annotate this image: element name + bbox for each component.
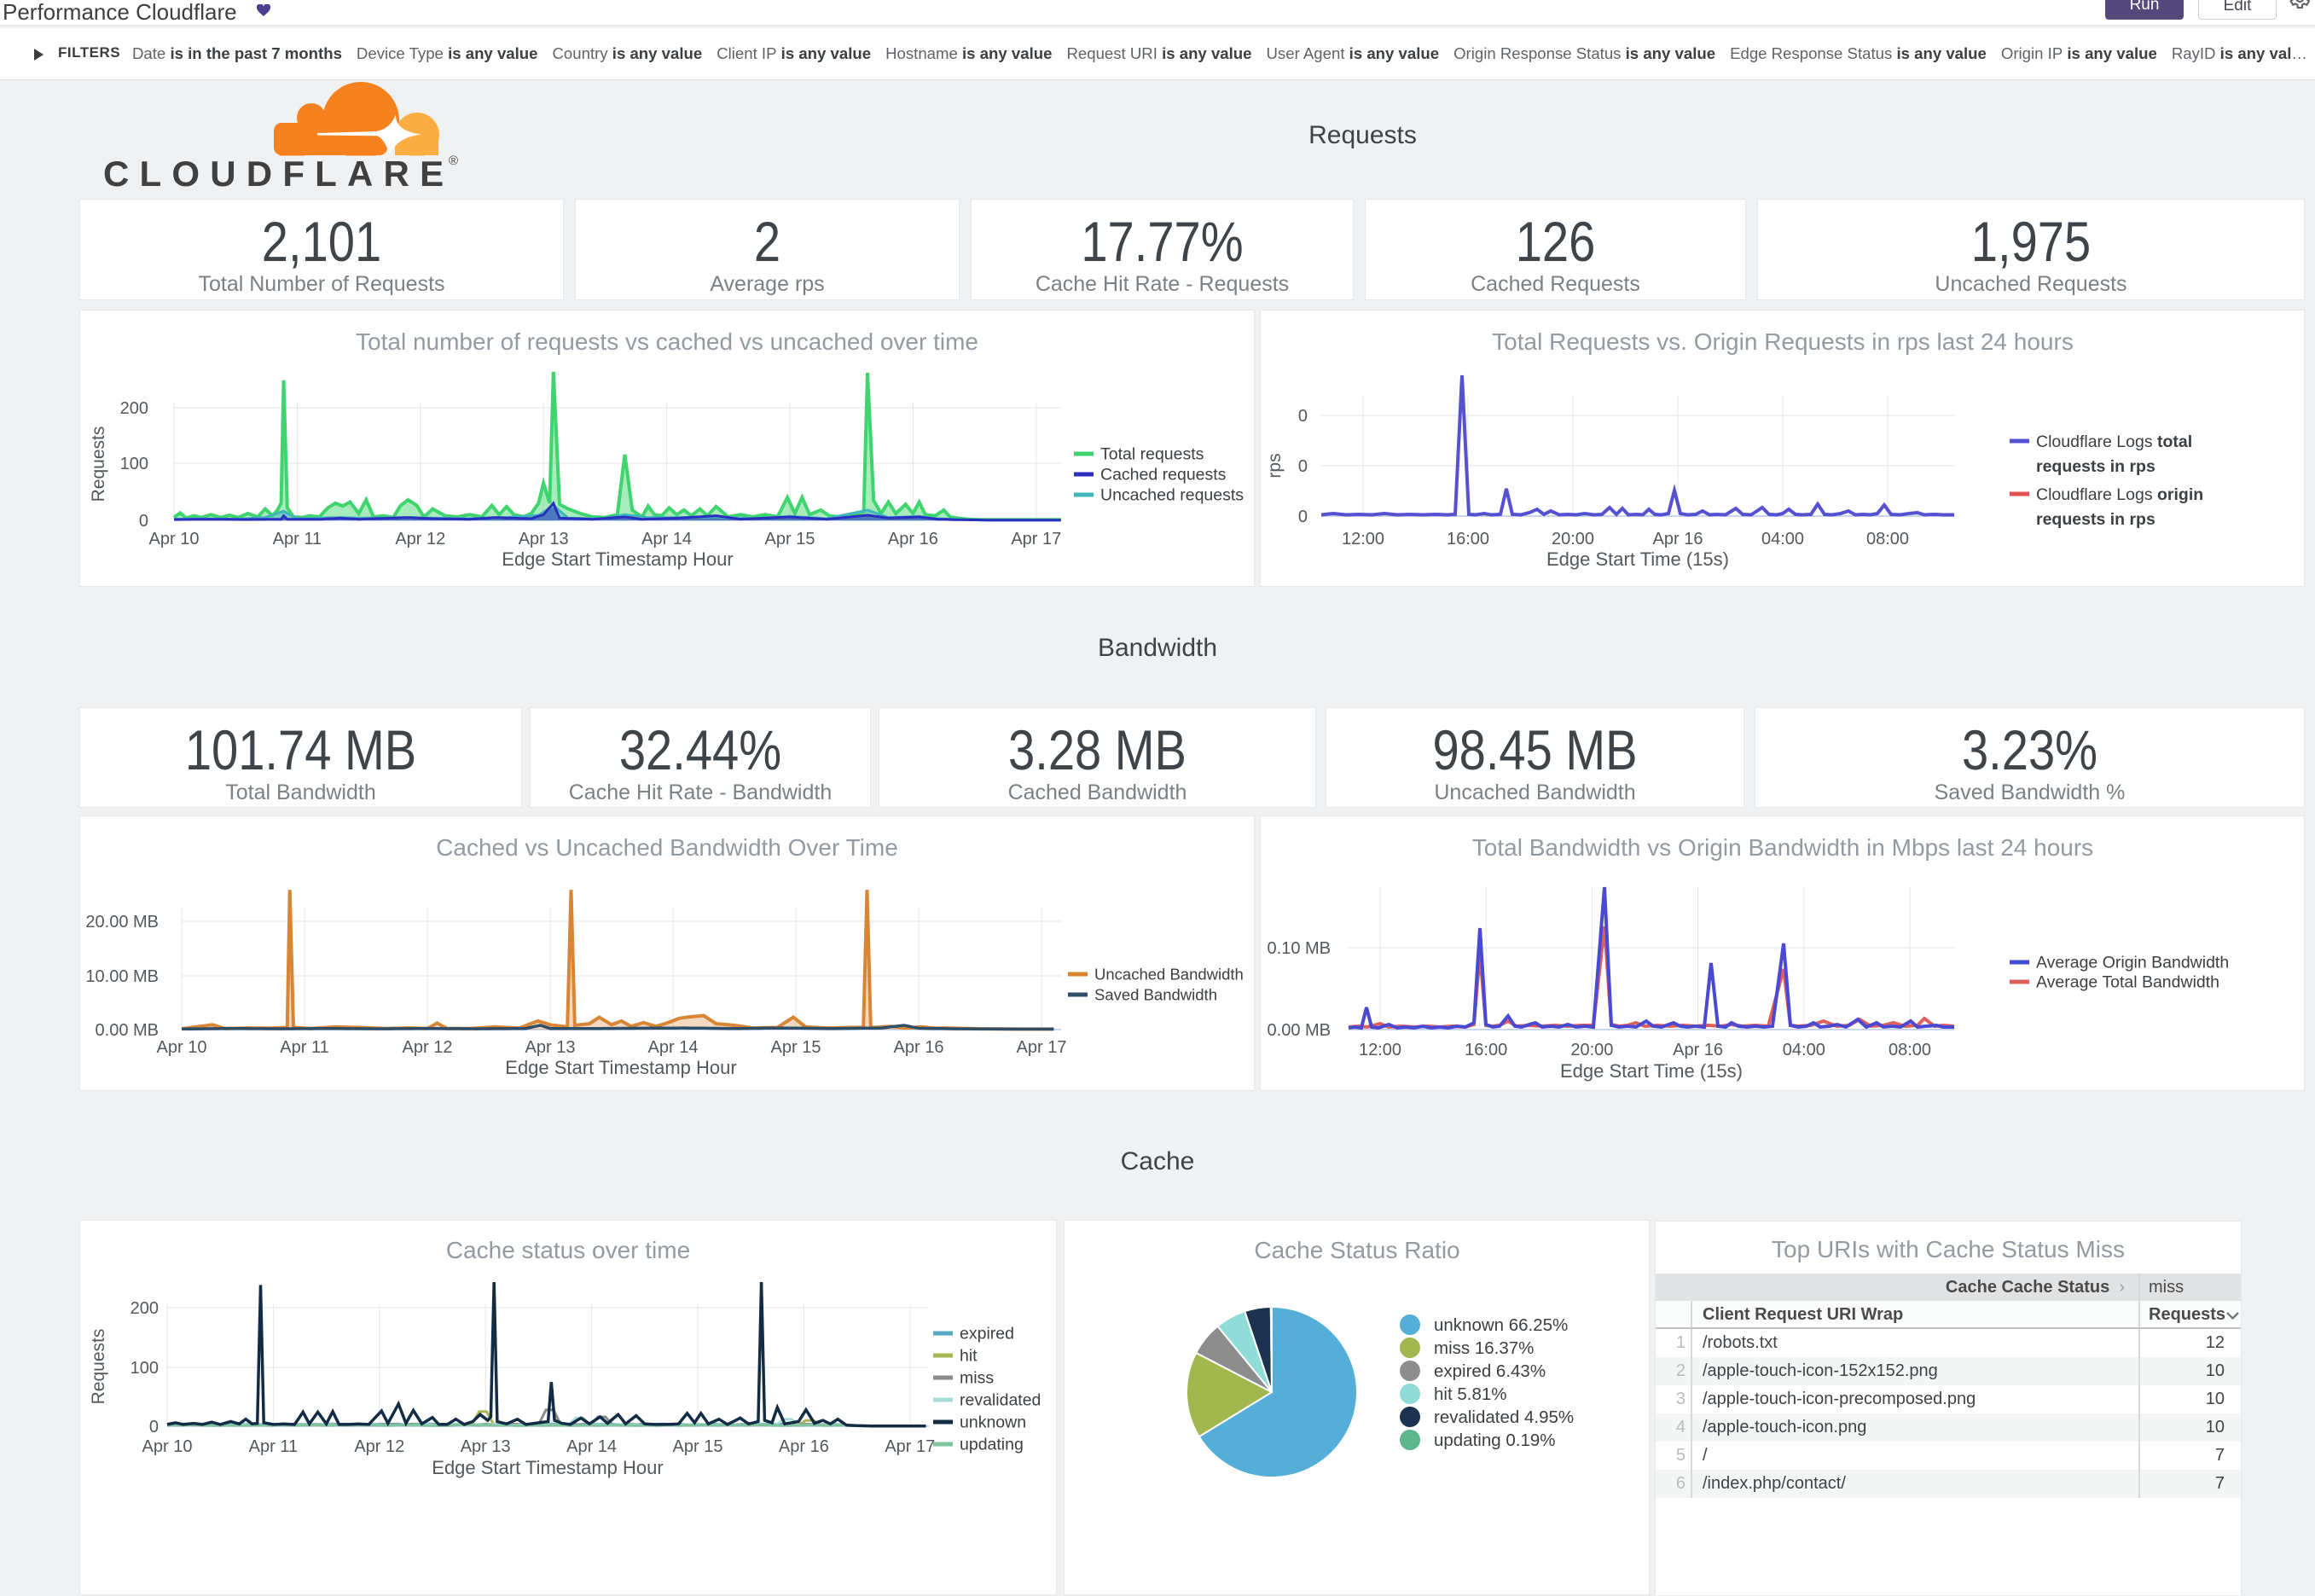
svg-text:unknown: unknown: [960, 1413, 1026, 1432]
svg-text:Apr 10: Apr 10: [157, 1038, 207, 1057]
svg-text:20:00: 20:00: [1552, 530, 1594, 548]
svg-text:200: 200: [120, 399, 148, 418]
svg-text:Apr 17: Apr 17: [1017, 1038, 1067, 1057]
svg-text:20.00 MB: 20.00 MB: [85, 913, 159, 931]
svg-text:04:00: 04:00: [1783, 1041, 1825, 1059]
svg-text:12:00: 12:00: [1342, 530, 1384, 548]
svg-text:0.10 MB: 0.10 MB: [1268, 939, 1331, 958]
svg-text:Apr 16: Apr 16: [1653, 530, 1703, 548]
svg-text:Apr 10: Apr 10: [142, 1437, 193, 1456]
svg-text:Uncached Bandwidth: Uncached Bandwidth: [1094, 966, 1244, 984]
svg-text:Cloudflare Logs total: Cloudflare Logs total: [2036, 432, 2192, 451]
svg-text:Apr 16: Apr 16: [1673, 1041, 1723, 1059]
svg-text:Cached requests: Cached requests: [1100, 466, 1227, 485]
svg-text:Edge Start Time (15s): Edge Start Time (15s): [1560, 1060, 1743, 1082]
svg-text:requests in rps: requests in rps: [2036, 457, 2155, 476]
svg-text:Apr 17: Apr 17: [1011, 530, 1061, 548]
svg-text:Requests: Requests: [89, 1329, 108, 1405]
svg-text:0: 0: [139, 512, 148, 531]
svg-text:Total requests: Total requests: [1100, 445, 1204, 464]
svg-text:04:00: 04:00: [1761, 530, 1804, 548]
svg-text:Apr 17: Apr 17: [885, 1437, 935, 1456]
svg-text:Apr 14: Apr 14: [566, 1437, 617, 1456]
svg-text:Edge Start Time (15s): Edge Start Time (15s): [1546, 548, 1729, 570]
svg-text:Edge Start Timestamp Hour: Edge Start Timestamp Hour: [502, 548, 733, 570]
svg-text:miss 16.37%: miss 16.37%: [1434, 1338, 1534, 1358]
svg-text:Apr 14: Apr 14: [648, 1038, 699, 1057]
svg-text:0.00 MB: 0.00 MB: [96, 1021, 159, 1040]
svg-text:0.00 MB: 0.00 MB: [1268, 1021, 1331, 1040]
svg-text:hit: hit: [960, 1347, 978, 1366]
svg-text:Uncached requests: Uncached requests: [1100, 486, 1244, 505]
svg-text:20:00: 20:00: [1570, 1041, 1613, 1059]
svg-text:Average Origin Bandwidth: Average Origin Bandwidth: [2036, 954, 2229, 972]
svg-text:miss: miss: [960, 1369, 994, 1388]
svg-text:Cloudflare Logs origin: Cloudflare Logs origin: [2036, 485, 2203, 504]
svg-text:Apr 13: Apr 13: [525, 1038, 576, 1057]
svg-text:CLOUDFLARE: CLOUDFLARE: [103, 154, 454, 194]
svg-text:Apr 11: Apr 11: [280, 1038, 328, 1057]
svg-text:Apr 12: Apr 12: [395, 530, 445, 548]
svg-text:08:00: 08:00: [1889, 1041, 1931, 1059]
svg-text:unknown 66.25%: unknown 66.25%: [1434, 1315, 1568, 1335]
svg-text:®: ®: [449, 154, 458, 168]
svg-text:Requests: Requests: [89, 427, 108, 502]
svg-text:0: 0: [1298, 508, 1308, 526]
svg-text:Apr 11: Apr 11: [249, 1437, 298, 1456]
svg-text:Apr 12: Apr 12: [403, 1038, 453, 1057]
svg-text:Apr 14: Apr 14: [641, 530, 692, 548]
svg-text:Edge Start Timestamp Hour: Edge Start Timestamp Hour: [505, 1057, 736, 1078]
svg-text:Total Bandwidth vs Origin Band: Total Bandwidth vs Origin Bandwidth in M…: [1472, 834, 2093, 861]
svg-text:10.00 MB: 10.00 MB: [85, 967, 159, 986]
svg-text:Total Requests vs. Origin Requ: Total Requests vs. Origin Requests in rp…: [1492, 328, 2074, 355]
svg-text:Apr 16: Apr 16: [894, 1038, 944, 1057]
svg-text:updating: updating: [960, 1436, 1024, 1454]
svg-text:Apr 16: Apr 16: [888, 530, 938, 548]
svg-text:Edge Start Timestamp Hour: Edge Start Timestamp Hour: [432, 1457, 663, 1478]
svg-text:100: 100: [131, 1359, 159, 1378]
svg-text:12:00: 12:00: [1359, 1041, 1401, 1059]
svg-text:100: 100: [120, 455, 148, 473]
svg-text:Apr 16: Apr 16: [779, 1437, 829, 1456]
svg-text:Apr 10: Apr 10: [149, 530, 200, 548]
svg-text:updating 0.19%: updating 0.19%: [1434, 1431, 1555, 1450]
svg-text:Cache Status Ratio: Cache Status Ratio: [1254, 1237, 1459, 1263]
svg-text:hit 5.81%: hit 5.81%: [1434, 1384, 1506, 1404]
svg-text:Apr 13: Apr 13: [461, 1437, 511, 1456]
svg-text:Apr 15: Apr 15: [673, 1437, 723, 1456]
svg-text:expired 6.43%: expired 6.43%: [1434, 1361, 1546, 1381]
svg-text:0: 0: [1298, 457, 1308, 476]
svg-text:Cache status over time: Cache status over time: [446, 1237, 690, 1263]
svg-text:Apr 15: Apr 15: [771, 1038, 821, 1057]
svg-text:rps: rps: [1265, 453, 1285, 478]
svg-text:0: 0: [149, 1418, 159, 1436]
svg-text:requests in rps: requests in rps: [2036, 510, 2155, 529]
svg-text:Cached vs Uncached Bandwidth O: Cached vs Uncached Bandwidth Over Time: [436, 834, 898, 861]
svg-text:Average Total Bandwidth: Average Total Bandwidth: [2036, 973, 2219, 992]
svg-text:revalidated 4.95%: revalidated 4.95%: [1434, 1407, 1574, 1427]
svg-text:16:00: 16:00: [1465, 1041, 1507, 1059]
svg-text:0: 0: [1298, 407, 1308, 426]
svg-text:Total number of requests vs ca: Total number of requests vs cached vs un…: [356, 328, 978, 355]
svg-text:200: 200: [131, 1299, 159, 1318]
svg-text:revalidated: revalidated: [960, 1391, 1041, 1410]
svg-text:16:00: 16:00: [1447, 530, 1489, 548]
svg-text:expired: expired: [960, 1325, 1014, 1344]
svg-text:Apr 11: Apr 11: [273, 530, 322, 548]
svg-text:Apr 15: Apr 15: [765, 530, 815, 548]
svg-text:08:00: 08:00: [1866, 530, 1909, 548]
svg-text:Apr 13: Apr 13: [519, 530, 569, 548]
svg-text:Saved Bandwidth: Saved Bandwidth: [1094, 986, 1217, 1004]
svg-text:Apr 12: Apr 12: [354, 1437, 404, 1456]
